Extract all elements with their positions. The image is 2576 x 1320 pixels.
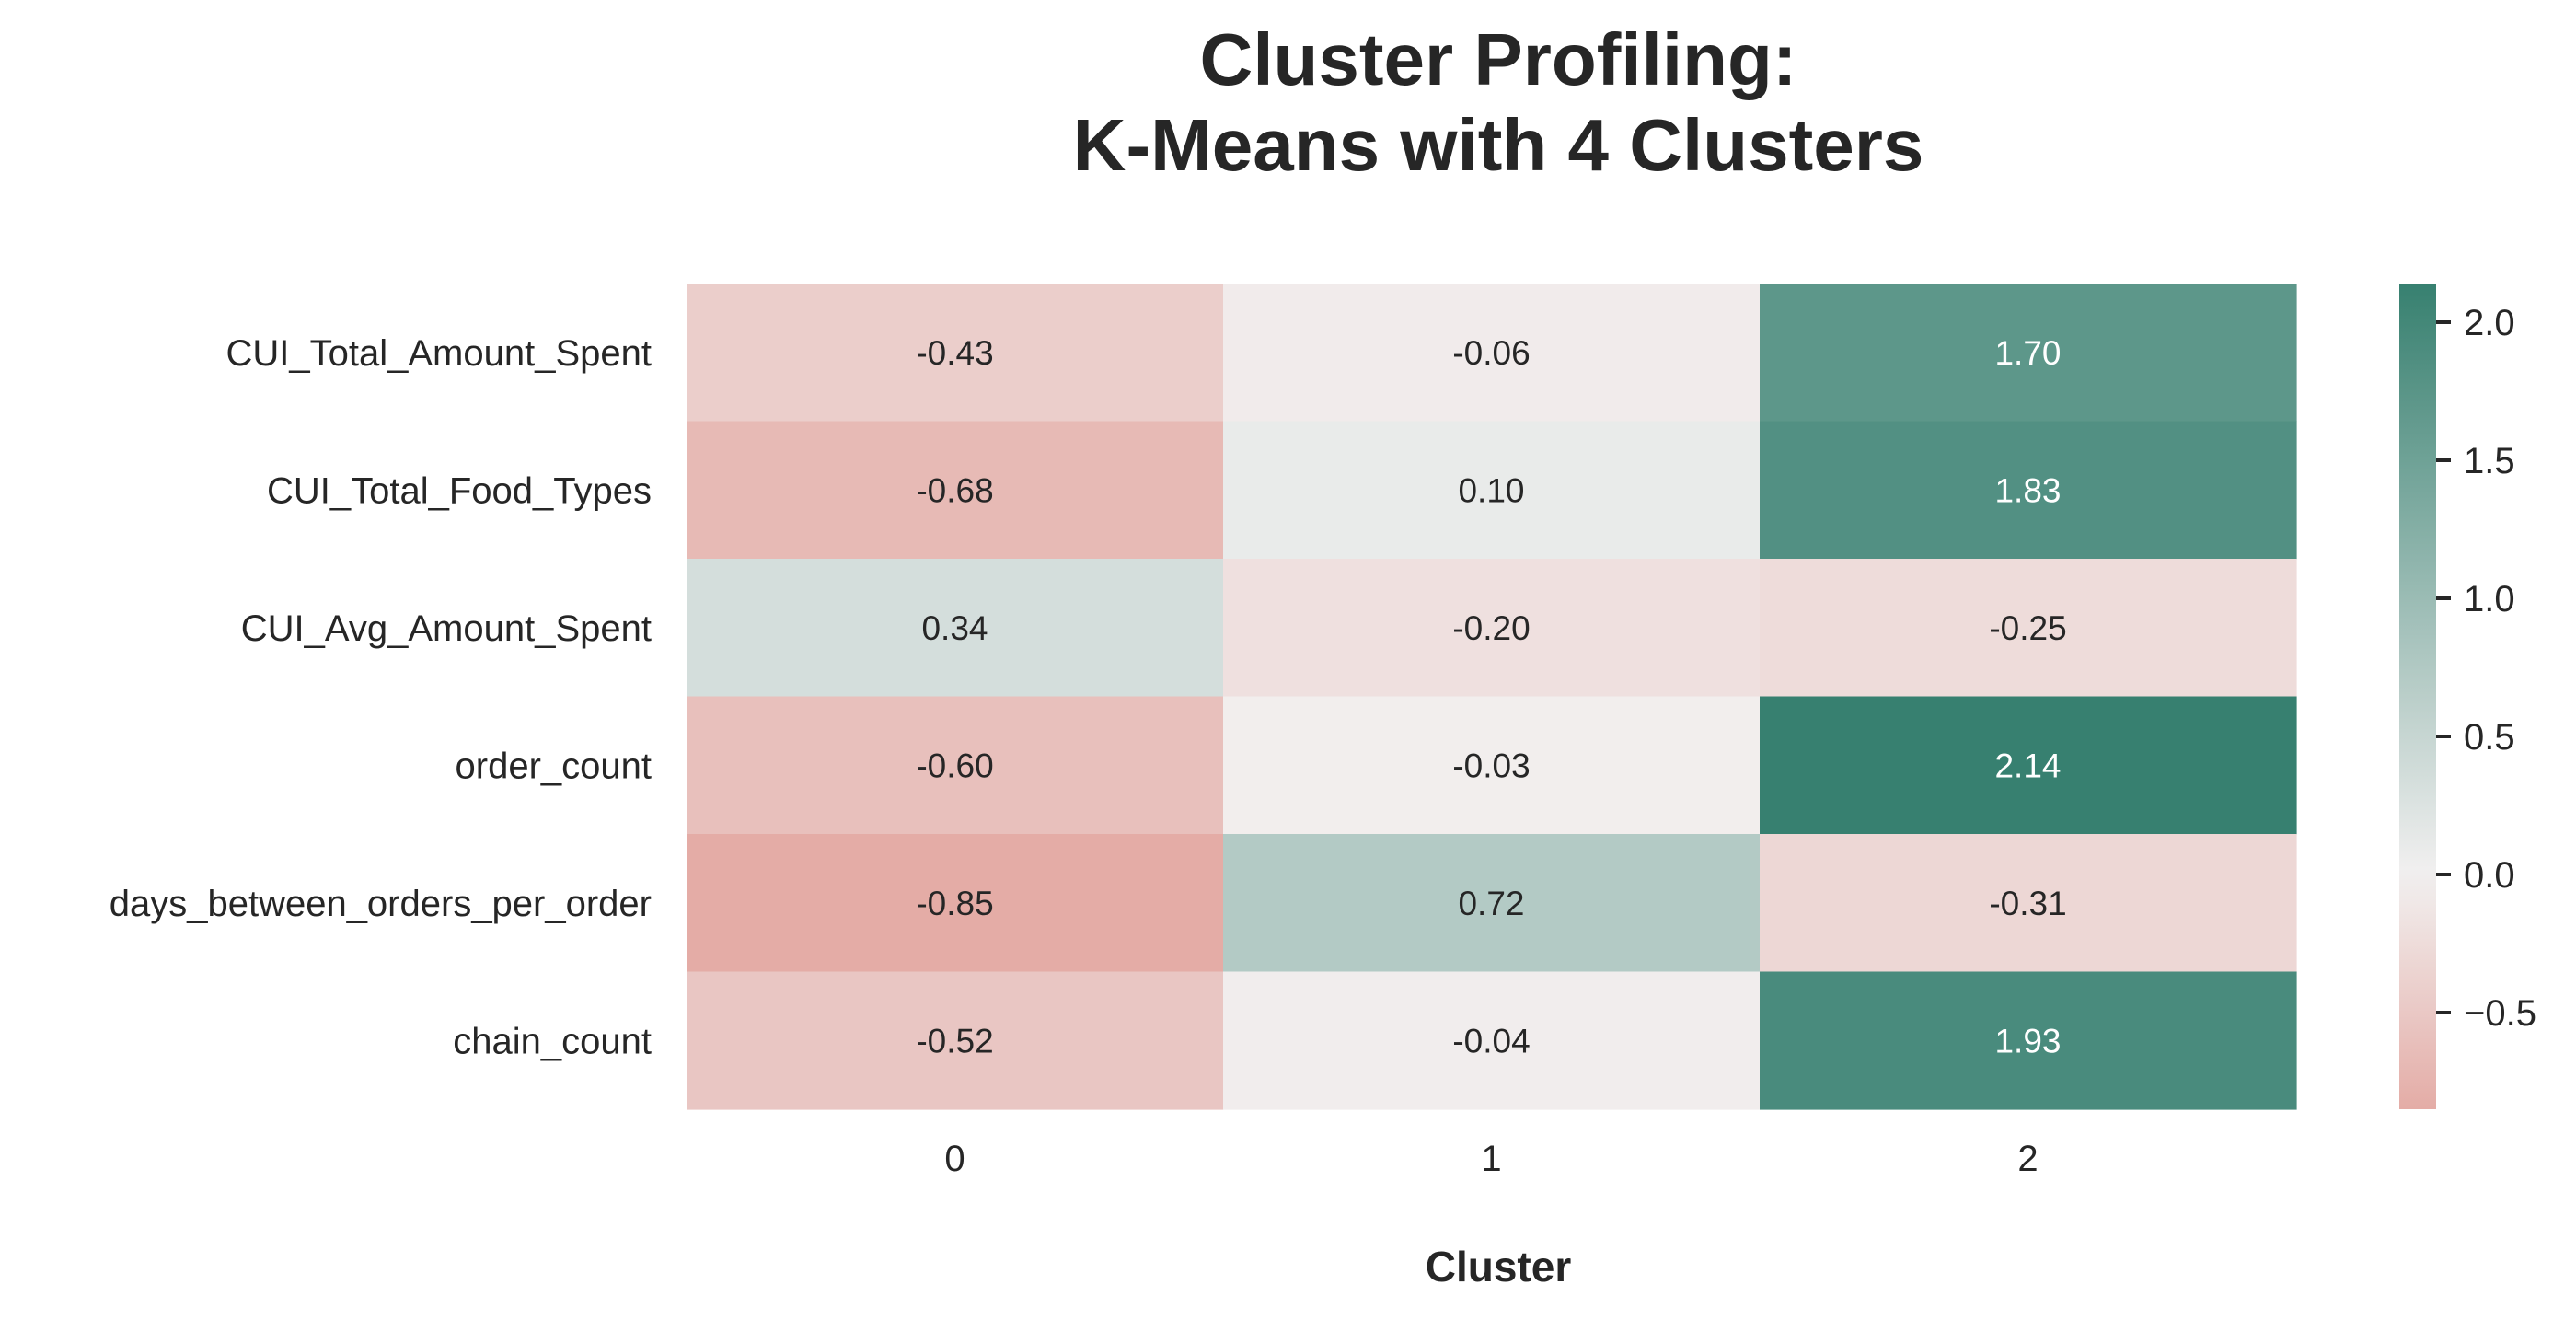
heatmap-cell-value: 2.14 — [1994, 747, 2061, 784]
heatmap-cell — [687, 834, 1224, 973]
heatmap-cell — [1223, 559, 1761, 698]
heatmap-cell — [1760, 421, 2297, 560]
heatmap-cell — [1223, 421, 1761, 560]
heatmap-cell-value: -0.52 — [916, 1022, 993, 1059]
chart-title-line-1: Cluster Profiling: — [1200, 18, 1797, 100]
heatmap-cell — [1760, 284, 2297, 423]
heatmap-cell-value: -0.06 — [1452, 334, 1530, 372]
heatmap-cell — [1223, 971, 1761, 1110]
x-tick-label: 0 — [944, 1139, 965, 1179]
colorbar-tick-label: 0.5 — [2464, 717, 2515, 758]
heatmap-cell — [1223, 834, 1761, 973]
heatmap-cell-value: 1.93 — [1994, 1022, 2061, 1059]
colorbar-gradient — [2399, 284, 2436, 1109]
y-tick-label: days_between_orders_per_order — [110, 884, 652, 924]
heatmap-cell — [1760, 971, 2297, 1110]
heatmap-cell-value: -0.20 — [1452, 609, 1530, 647]
heatmap-cell-value: -0.25 — [1989, 609, 2066, 647]
heatmap-cell — [687, 559, 1224, 698]
heatmap-cell-value: 0.10 — [1458, 471, 1524, 509]
heatmap-cell-value: 0.72 — [1458, 885, 1524, 922]
x-axis-label: Cluster — [1426, 1243, 1572, 1291]
y-tick-label: CUI_Avg_Amount_Spent — [241, 608, 652, 649]
heatmap-cell-value: 1.70 — [1994, 334, 2061, 372]
y-tick-label: CUI_Total_Amount_Spent — [226, 333, 653, 374]
heatmap-cell-value: 1.83 — [1994, 471, 2061, 509]
heatmap-cell — [687, 284, 1224, 423]
heatmap-cells — [687, 284, 2297, 1110]
heatmap-cell-value: -0.04 — [1452, 1022, 1530, 1059]
chart-title-line-2: K-Means with 4 Clusters — [1073, 104, 1924, 186]
heatmap-cell — [1760, 559, 2297, 698]
y-tick-label: CUI_Total_Food_Types — [267, 470, 652, 511]
heatmap-cell — [1760, 834, 2297, 973]
heatmap-cell-value: -0.31 — [1989, 885, 2066, 922]
heatmap-cell — [1223, 284, 1761, 423]
x-tick-label: 2 — [2017, 1139, 2038, 1179]
colorbar: 2.0 1.5 1.0 0.5 0.0 −0.5 — [2399, 284, 2536, 1109]
y-tick-label: chain_count — [453, 1021, 652, 1061]
y-axis-tick-labels: CUI_Total_Amount_Spent CUI_Total_Food_Typ… — [110, 333, 652, 1062]
colorbar-tick-label: 0.0 — [2464, 855, 2515, 896]
heatmap-cell-value: -0.43 — [916, 334, 993, 372]
y-tick-label: order_count — [456, 746, 652, 786]
heatmap-cell — [1223, 696, 1761, 835]
heatmap-cell — [1760, 696, 2297, 835]
heatmap-cell-value: 0.34 — [921, 609, 988, 647]
heatmap-cell-value: -0.03 — [1452, 747, 1530, 784]
colorbar-tick-label: −0.5 — [2464, 993, 2536, 1034]
heatmap-cell — [687, 971, 1224, 1110]
heatmap-cell-value: -0.68 — [916, 471, 993, 509]
heatmap-cell-value: -0.85 — [916, 885, 993, 922]
heatmap-cell-value: -0.60 — [916, 747, 993, 784]
colorbar-tick-label: 1.0 — [2464, 579, 2515, 619]
x-tick-label: 1 — [1481, 1139, 1501, 1179]
x-axis-tick-labels: 0 1 2 — [944, 1139, 2038, 1179]
colorbar-tick-label: 2.0 — [2464, 303, 2515, 343]
heatmap-cell — [687, 696, 1224, 835]
colorbar-tick-label: 1.5 — [2464, 441, 2515, 481]
heatmap-cell-labels: -0.43 -0.06 1.70 -0.68 0.10 1.83 0.34 -0.20 -0.2… — [916, 334, 2066, 1060]
heatmap-cell — [687, 421, 1224, 560]
